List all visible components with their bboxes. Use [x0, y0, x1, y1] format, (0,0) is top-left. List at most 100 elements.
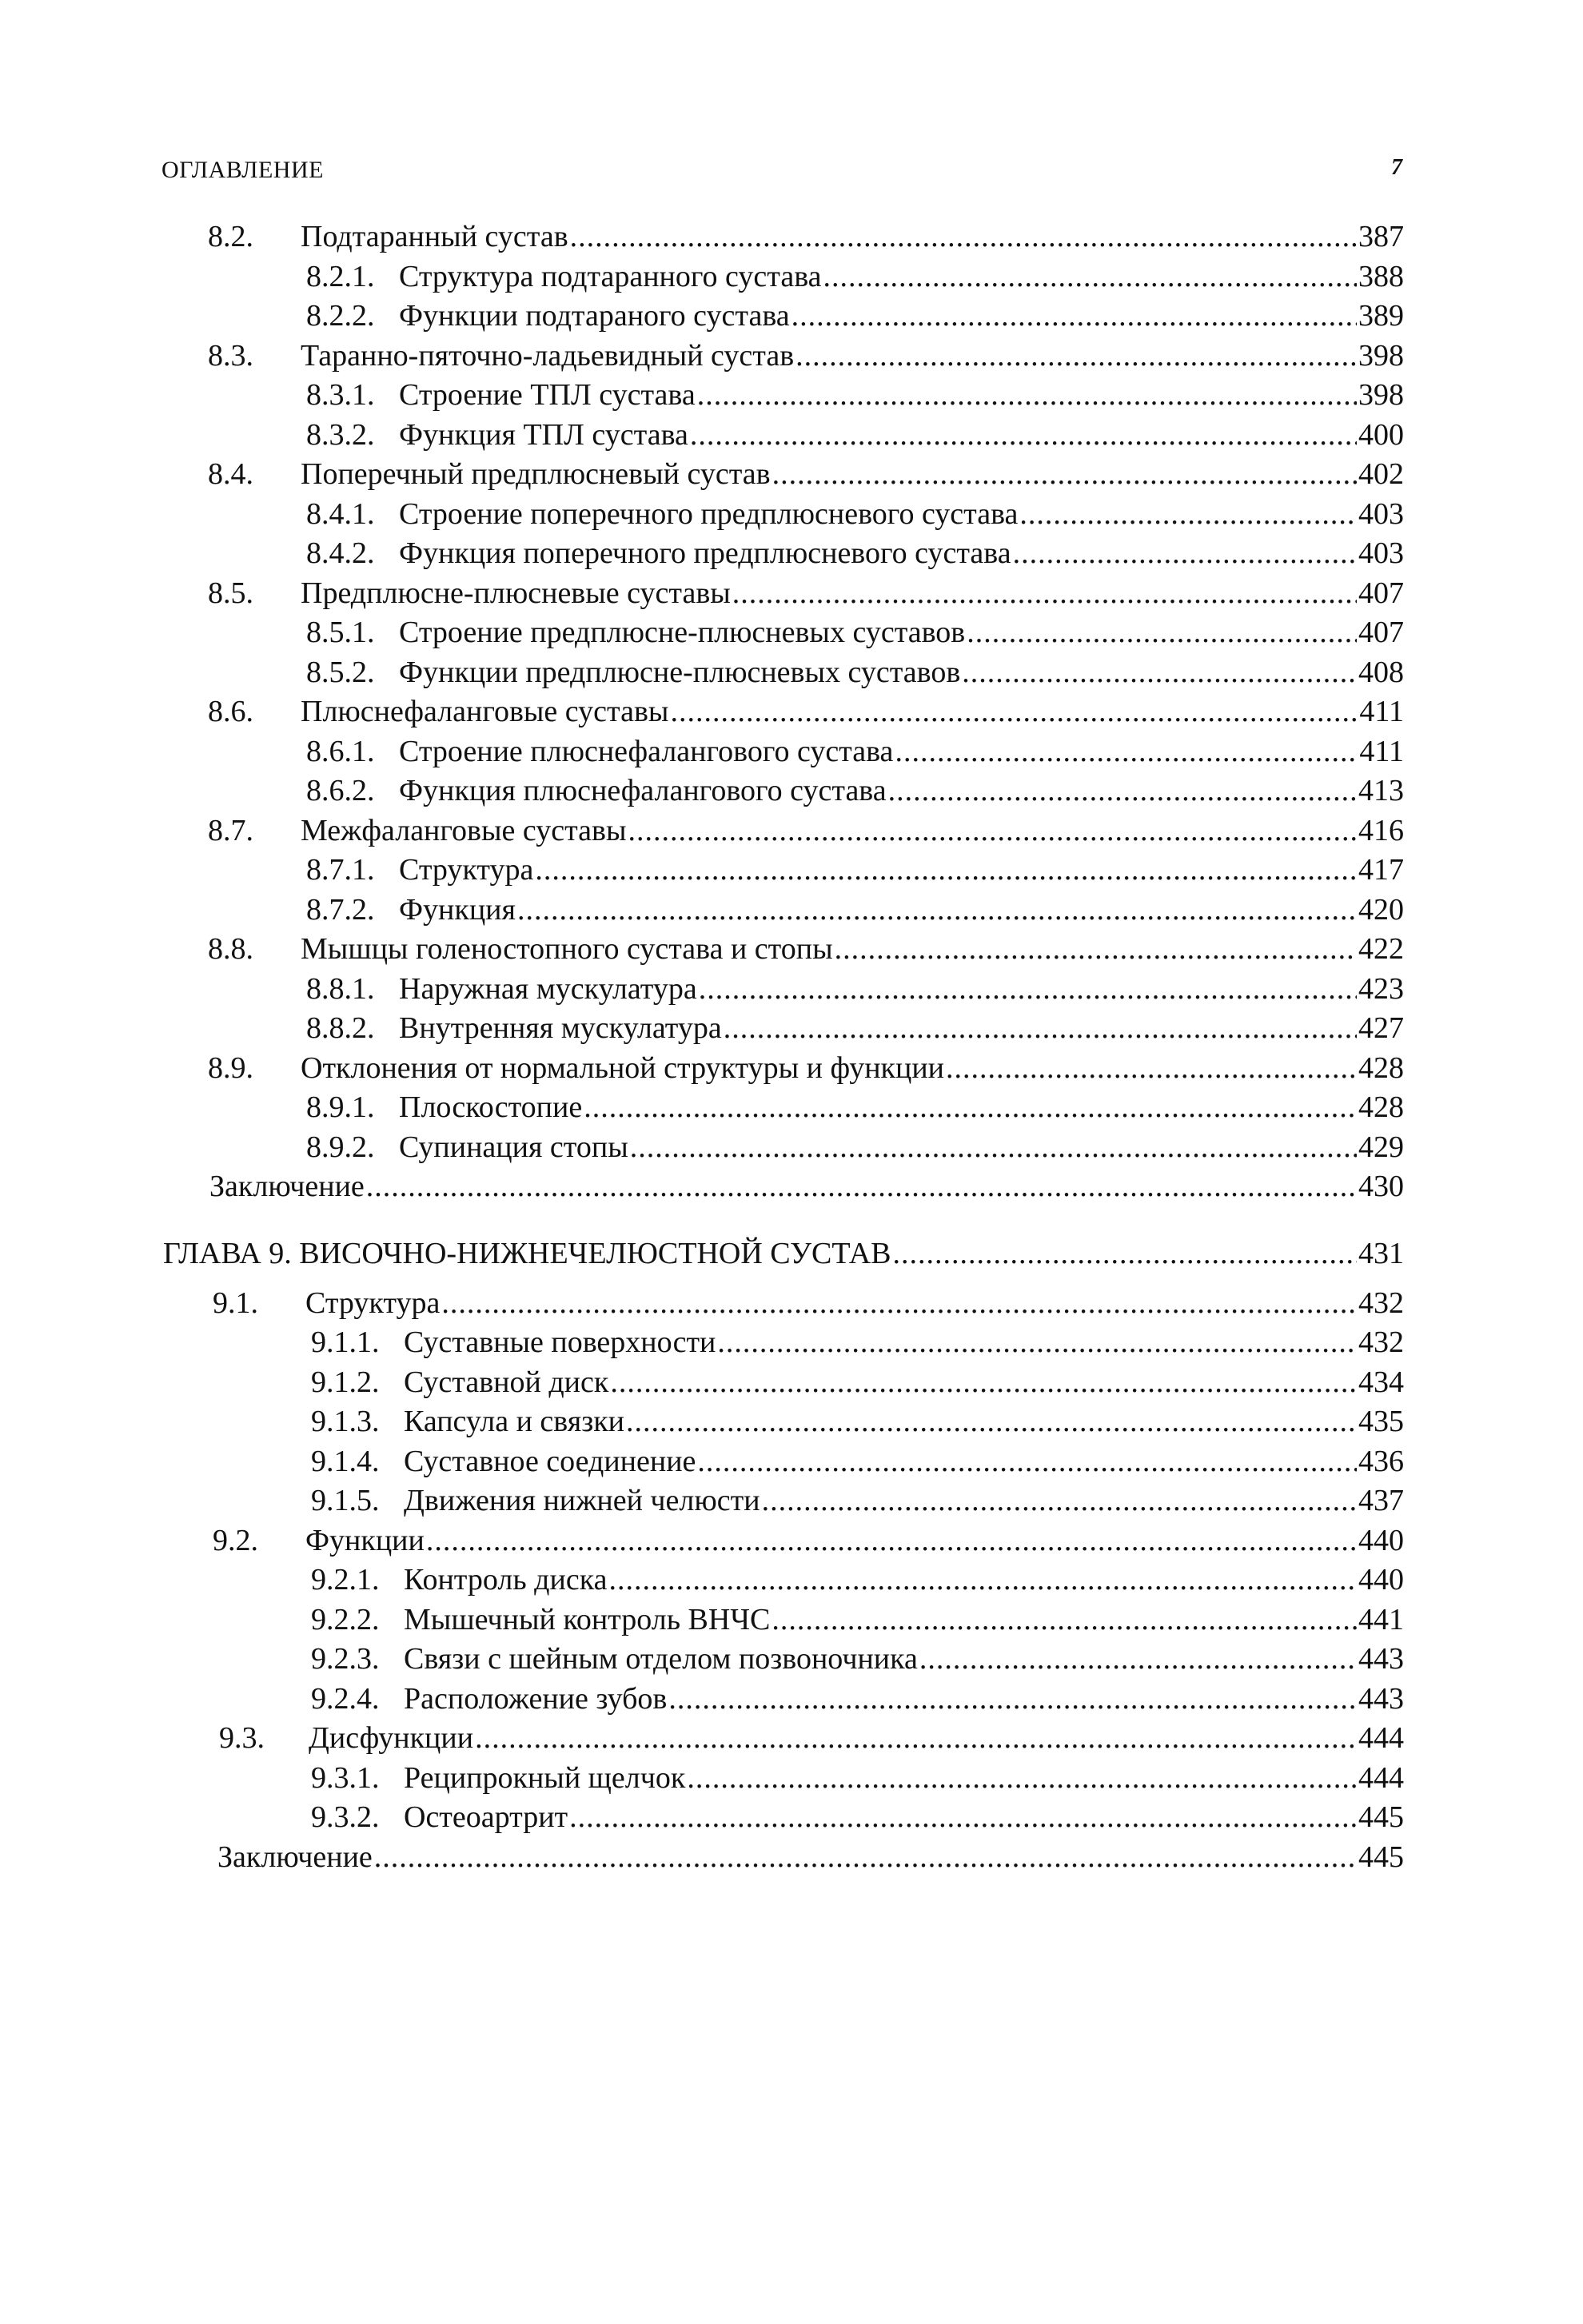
toc-entry[interactable]: 8.6.2. Функция плюснефалангового сустава 4… — [306, 773, 1404, 811]
toc-entry-number: 9.2.3. — [311, 1642, 380, 1676]
toc-entry-title: Межфаланговые суставы — [301, 813, 627, 847]
toc-entry[interactable]: 9.2.3. Связи с шейным отделом позвоночник… — [311, 1641, 1404, 1680]
toc-entry-title: Строение предплюсне-плюсневых суставов — [399, 616, 966, 649]
toc-entry[interactable]: 9.2.1. Контроль диска 440 — [311, 1562, 1404, 1600]
toc-entry-number: 8.4.1. — [306, 496, 375, 531]
toc-entry-page: 400 — [1358, 417, 1404, 452]
toc-entry-number: 8.7. — [208, 813, 253, 847]
toc-entry[interactable]: 9.1.3. Капсула и связки 435 — [311, 1404, 1404, 1442]
toc-entry[interactable]: 8.3.1. Строение ТПЛ сустава 398 — [306, 377, 1404, 416]
toc-entry-number: 9.1. — [213, 1286, 258, 1320]
toc-entry-page: 408 — [1358, 655, 1404, 689]
toc-entry-page: 427 — [1358, 1011, 1404, 1045]
toc-entry-number: 9.3.2. — [311, 1800, 380, 1834]
toc-entry-page: 432 — [1358, 1286, 1404, 1320]
toc-entry[interactable]: 9.1.4. Суставное соединение 436 — [311, 1444, 1404, 1482]
toc-entry-number: 8.6.1. — [306, 734, 375, 768]
toc-entry-title: Движения нижней челюсти — [404, 1484, 760, 1517]
toc-entry-title: Функция ТПЛ сустава — [399, 417, 688, 452]
dot-leader — [687, 1760, 1357, 1796]
toc-entry-number: 8.3.2. — [306, 417, 375, 452]
toc-entry[interactable]: 8.6.1. Строение плюснефалангового сустава… — [306, 734, 1404, 772]
toc-entry[interactable]: 8.4.2. Функция поперечного предплюсневого… — [306, 536, 1404, 574]
toc-entry[interactable]: 9.1.1. Суставные поверхности 432 — [311, 1325, 1404, 1363]
toc-entry[interactable]: 8.7.2. Функция 420 — [306, 892, 1404, 931]
toc-entry-number: 8.2. — [208, 220, 253, 253]
toc-entry[interactable]: 8.3. Таранно-пяточно-ладьевидный сустав 39… — [208, 338, 1404, 377]
toc-entry[interactable]: 9.2.4. Расположение зубов 443 — [311, 1681, 1404, 1720]
dot-leader — [670, 694, 1358, 729]
dot-leader — [835, 931, 1357, 967]
toc-entry[interactable]: 8.5.2. Функции предплюсне-плюсневых суста… — [306, 655, 1404, 693]
toc-entry-title: Реципрокный щелчок — [404, 1760, 686, 1795]
toc-entry[interactable]: 8.7.1. Структура 417 — [306, 852, 1404, 891]
dot-leader — [967, 615, 1357, 650]
toc-entry[interactable]: 8.9.1. Плоскостопие 428 — [306, 1090, 1404, 1128]
toc-entry[interactable]: 9.3. Дисфункции 444 — [219, 1720, 1404, 1759]
toc-entry-title: Строение плюснефалангового сустава — [399, 734, 894, 768]
toc-entry[interactable]: 8.9. Отклонения от нормальной структуры и… — [208, 1050, 1404, 1089]
toc-entry[interactable]: 8.3.2. Функция ТПЛ сустава 400 — [306, 417, 1404, 456]
toc-entry-title: Отклонения от нормальной структуры и фун… — [301, 1050, 944, 1085]
toc-entry[interactable]: 8.8.2. Внутренняя мускулатура 427 — [306, 1011, 1404, 1049]
toc-entry-title: Остеоартрит — [404, 1800, 568, 1834]
toc-entry[interactable]: 8.4. Поперечный предплюсневый сустав 402 — [208, 456, 1404, 495]
toc-entry-number: 8.7.1. — [306, 853, 375, 887]
toc-entry[interactable]: 8.4.1. Строение поперечного предплюсневог… — [306, 496, 1404, 535]
toc-entry-title: Заключение — [209, 1170, 365, 1203]
toc-entry-title: Строение поперечного предплюсневого суст… — [399, 496, 1019, 531]
dot-leader — [772, 456, 1357, 492]
toc-entry-page: 435 — [1358, 1405, 1404, 1438]
toc-entry[interactable]: 8.5. Предплюсне-плюсневые суставы 407 — [208, 576, 1404, 614]
dot-leader — [895, 734, 1358, 769]
toc-entry[interactable]: 8.8.1. Наружная мускулатура 423 — [306, 971, 1404, 1010]
toc-entry-number: 9.1.2. — [311, 1365, 380, 1399]
toc-entry[interactable]: 8.2.1. Структура подтаранного сустава 388 — [306, 259, 1404, 297]
toc-entry-page: 428 — [1358, 1090, 1404, 1124]
toc-entry-page: 445 — [1358, 1800, 1404, 1834]
toc-entry-title: Подтаранный сустав — [301, 220, 568, 253]
dot-leader — [717, 1325, 1357, 1360]
dot-leader — [584, 1090, 1357, 1125]
toc-entry[interactable]: 9.2. Функции 440 — [213, 1523, 1404, 1561]
toc-entry-title: Плюснефаланговые суставы — [301, 695, 669, 728]
toc-entry[interactable]: Заключение 445 — [217, 1840, 1404, 1878]
toc-entry[interactable]: 8.7. Межфаланговые суставы 416 — [208, 813, 1404, 851]
toc-entry-page: 423 — [1358, 971, 1404, 1006]
toc-entry-title: Предплюсне-плюсневые суставы — [301, 576, 731, 610]
toc-entry[interactable]: 8.2. Подтаранный сустав 387 — [208, 219, 1404, 257]
toc-entry[interactable]: 8.9.2. Супинация стопы 429 — [306, 1130, 1404, 1168]
toc-entry-title: Расположение зубов — [404, 1681, 668, 1716]
toc-entry[interactable]: 8.8. Мышцы голеностопного сустава и стопы… — [208, 931, 1404, 970]
dot-leader — [792, 298, 1357, 333]
dot-leader — [697, 377, 1357, 413]
toc-entry-number: 8.6. — [208, 695, 253, 728]
toc-entry-page: 402 — [1358, 457, 1404, 491]
toc-entry-number: 8.9. — [208, 1050, 253, 1085]
toc-entry-title: Связи с шейным отделом позвоночника — [404, 1642, 918, 1676]
toc-entry[interactable]: 9.2.2. Мышечный контроль ВНЧС 441 — [311, 1602, 1404, 1640]
toc-entry-title: Суставные поверхности — [404, 1325, 716, 1359]
toc-entry[interactable]: 9.1.2. Суставной диск 434 — [311, 1365, 1404, 1403]
toc-entry-number: 9.3.1. — [311, 1760, 380, 1795]
toc-entry[interactable]: 8.5.1. Строение предплюсне-плюсневых суст… — [306, 615, 1404, 653]
toc-entry-number: 8.5. — [208, 576, 253, 610]
dot-leader — [626, 1404, 1357, 1439]
toc-entry-title: Функция плюснефалангового сустава — [399, 774, 887, 807]
toc-entry[interactable]: 9.3.1. Реципрокный щелчок 444 — [311, 1760, 1404, 1799]
toc-entry[interactable]: 8.6. Плюснефаланговые суставы 411 — [208, 694, 1404, 732]
toc-entry-title: Суставной диск — [404, 1365, 609, 1399]
toc-entry[interactable]: 9.1.5. Движения нижней челюсти 437 — [311, 1483, 1404, 1521]
toc-entry[interactable]: 8.2.2. Функции подтараного сустава 389 — [306, 298, 1404, 337]
toc-entry-number: 8.3. — [208, 338, 253, 373]
toc-entry[interactable]: 9.1. Структура 432 — [213, 1286, 1404, 1324]
toc-entry[interactable]: Заключение 430 — [209, 1169, 1404, 1207]
toc-entry-page: 429 — [1358, 1130, 1404, 1164]
dot-leader — [535, 852, 1357, 887]
toc-entry-title: Суставное соединение — [404, 1444, 696, 1478]
toc-entry-title: Плоскостопие — [399, 1090, 583, 1124]
toc-entry-number: 9.2.4. — [311, 1681, 380, 1716]
dot-leader — [1013, 536, 1357, 571]
toc-entry[interactable]: 9.3.2. Остеоартрит 445 — [311, 1800, 1404, 1838]
toc-chapter[interactable]: ГЛАВА 9. ВИСОЧНО-НИЖНЕЧЕЛЮСТНОЙ СУСТАВ 43… — [163, 1236, 1404, 1274]
